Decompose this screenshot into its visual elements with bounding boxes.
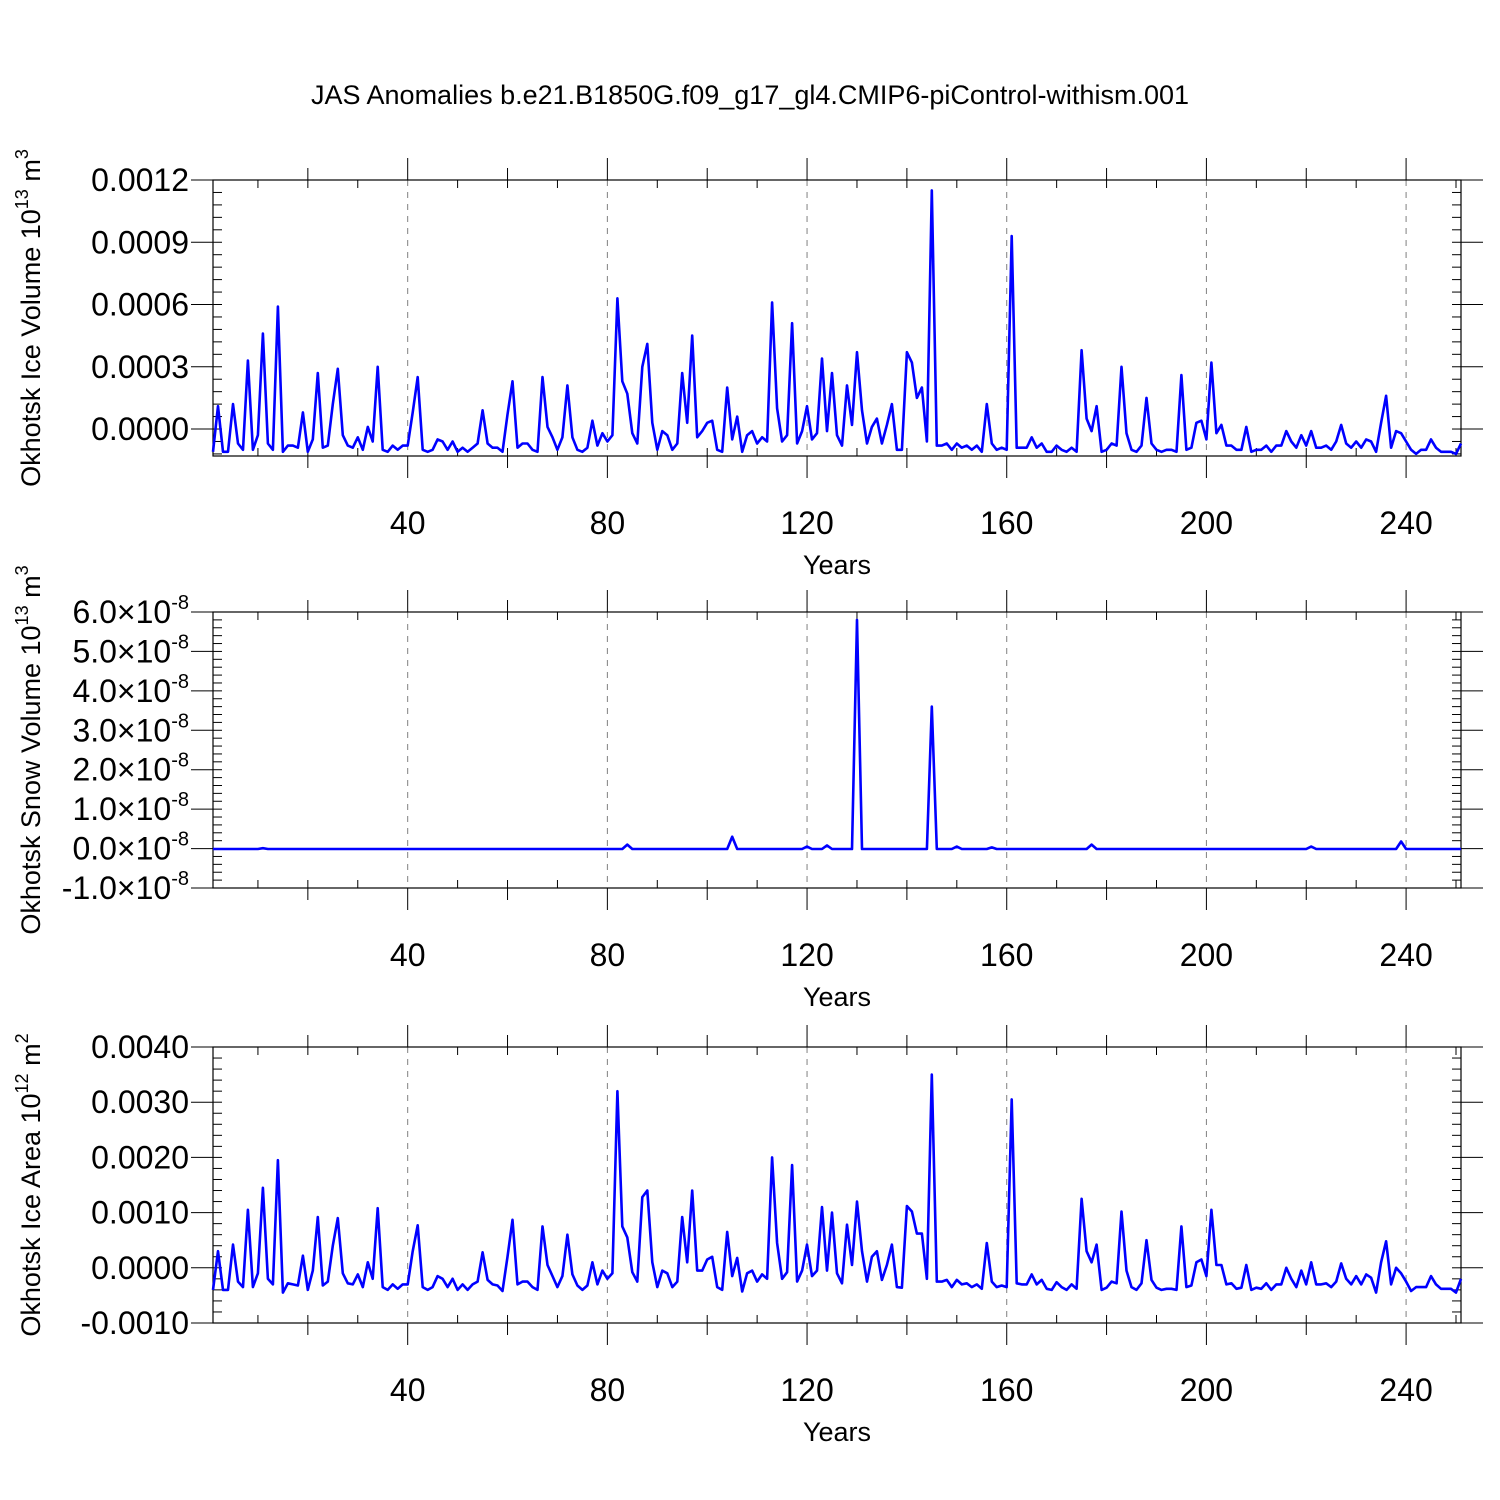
y-tick-label: 4.0×10-8 bbox=[72, 671, 189, 709]
x-tick-label: 40 bbox=[390, 505, 426, 541]
x-tick-label: 80 bbox=[590, 937, 626, 973]
y-axis-label: Okhotsk Ice Volume 1013 m3 bbox=[12, 149, 46, 487]
y-tick-label: 5.0×10-8 bbox=[72, 631, 189, 669]
x-tick-label: 200 bbox=[1180, 505, 1233, 541]
chart-panel-2: 40 80 120 160 200 240 -1.0×10-80.0×10-81.0×10-… bbox=[12, 565, 1483, 1012]
plot-frame bbox=[212, 179, 1462, 457]
y-tick-label: 6.0×10-8 bbox=[72, 592, 189, 630]
x-tick-label: 40 bbox=[390, 937, 426, 973]
y-tick-label: 1.0×10-8 bbox=[72, 789, 189, 827]
x-axis-label: Years bbox=[803, 1417, 871, 1447]
plot-frame bbox=[212, 611, 1462, 889]
y-tick-label: 2.0×10-8 bbox=[72, 750, 189, 788]
x-tick-label: 240 bbox=[1379, 1372, 1432, 1408]
y-tick-label: 0.0040 bbox=[91, 1029, 189, 1065]
y-tick-label: 0.0012 bbox=[91, 162, 189, 198]
series-line bbox=[211, 189, 1463, 456]
y-tick-label: 0.0000 bbox=[91, 411, 189, 447]
y-tick-label: -1.0×10-8 bbox=[62, 868, 189, 906]
plot-frame bbox=[212, 1046, 1462, 1324]
x-tick-label: 80 bbox=[590, 1372, 626, 1408]
x-tick-label: 160 bbox=[980, 505, 1033, 541]
x-tick-label: 120 bbox=[780, 505, 833, 541]
x-tick-label: 120 bbox=[780, 1372, 833, 1408]
y-tick-label: 0.0010 bbox=[91, 1195, 189, 1231]
y-tick-label: 3.0×10-8 bbox=[72, 710, 189, 748]
y-tick-label: -0.0010 bbox=[80, 1305, 189, 1341]
series-line bbox=[211, 1073, 1463, 1294]
y-tick-label: 0.0×10-8 bbox=[72, 829, 189, 867]
y-tick-label: 0.0020 bbox=[91, 1139, 189, 1175]
x-tick-label: 240 bbox=[1379, 937, 1432, 973]
x-tick-label: 200 bbox=[1180, 1372, 1233, 1408]
x-tick-label: 200 bbox=[1180, 937, 1233, 973]
y-tick-label: 0.0000 bbox=[91, 1250, 189, 1286]
y-tick-label: 0.0006 bbox=[91, 287, 189, 323]
x-tick-label: 160 bbox=[980, 937, 1033, 973]
x-tick-label: 120 bbox=[780, 937, 833, 973]
figure-title: JAS Anomalies b.e21.B1850G.f09_g17_gl4.C… bbox=[311, 80, 1189, 110]
y-tick-label: 0.0003 bbox=[91, 349, 189, 385]
x-tick-label: 240 bbox=[1379, 505, 1432, 541]
x-axis-label: Years bbox=[803, 982, 871, 1012]
chart-panel-3: 40 80 120 160 200 240 -0.0010 0.0000 0.0010 0.002… bbox=[12, 1025, 1483, 1447]
y-axis-label: Okhotsk Ice Area 1012 m2 bbox=[12, 1033, 46, 1336]
y-axis-label: Okhotsk Snow Volume 1013 m3 bbox=[12, 565, 46, 934]
x-tick-label: 160 bbox=[980, 1372, 1033, 1408]
chart-panel-1: 40 80 120 160 200 240 0.0000 0.0003 0.0006 0.0009… bbox=[12, 149, 1483, 580]
series-line bbox=[213, 618, 1461, 851]
y-tick-label: 0.0009 bbox=[91, 224, 189, 260]
x-tick-label: 40 bbox=[390, 1372, 426, 1408]
x-axis-label: Years bbox=[803, 550, 871, 580]
y-tick-label: 0.0030 bbox=[91, 1084, 189, 1120]
x-tick-label: 80 bbox=[590, 505, 626, 541]
